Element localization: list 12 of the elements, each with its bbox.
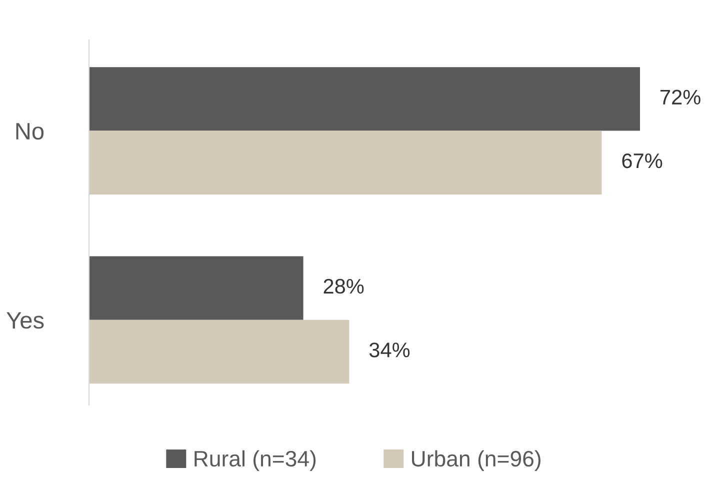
data-label: 67% — [622, 153, 662, 168]
data-label: 34% — [369, 342, 410, 358]
bar — [89, 320, 350, 384]
bar — [89, 256, 304, 320]
data-label: 28% — [324, 278, 364, 294]
bar — [89, 130, 602, 194]
data-label: 72% — [660, 90, 700, 104]
y-tick-label: Yes — [6, 312, 44, 329]
legend-label: Urban (n=96) — [412, 450, 540, 471]
bar — [89, 67, 640, 131]
legend-label: Rural (n=34) — [194, 450, 316, 471]
y-tick-label: No — [16, 123, 44, 140]
